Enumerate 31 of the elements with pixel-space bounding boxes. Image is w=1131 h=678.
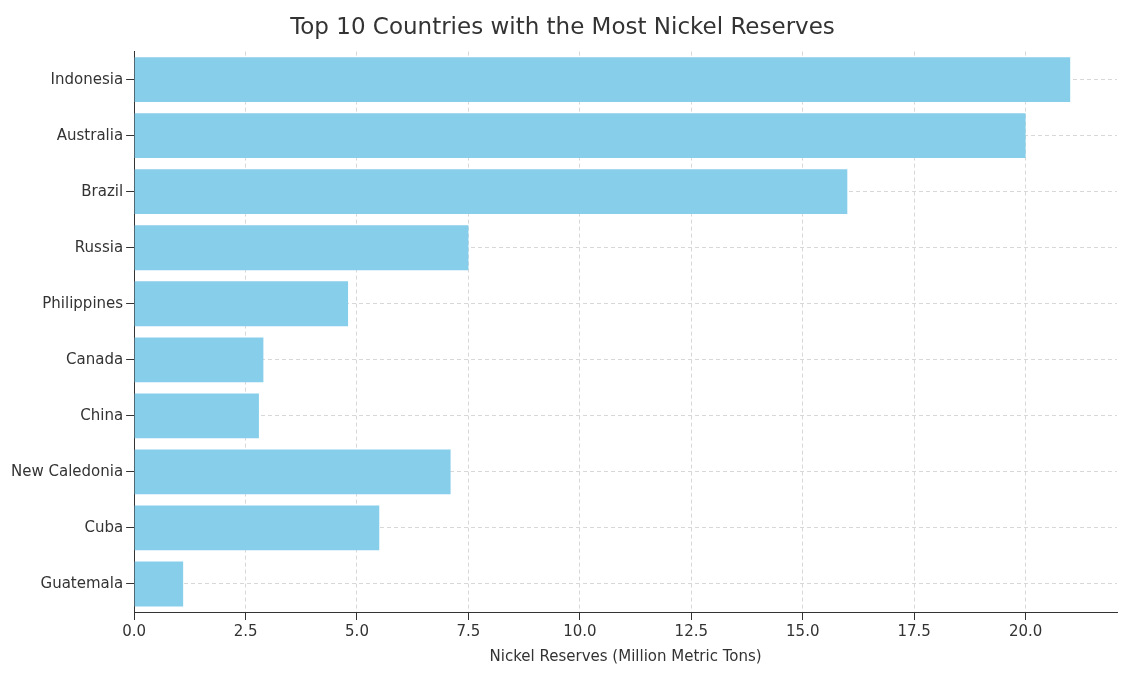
x-tick-label: 10.0 — [563, 621, 597, 640]
x-tick-label: 5.0 — [345, 621, 369, 640]
x-tick-label: 12.5 — [674, 621, 709, 640]
y-tick-label: Philippines — [42, 293, 124, 312]
chart-title: Top 10 Countries with the Most Nickel Reserves — [289, 12, 835, 39]
y-tick-label: Russia — [74, 237, 124, 256]
bar — [134, 393, 259, 439]
x-tick-label: 17.5 — [897, 621, 931, 640]
bar — [134, 169, 848, 215]
bar — [134, 225, 469, 271]
bar — [134, 449, 451, 495]
y-tick-label: Australia — [56, 125, 124, 144]
x-tick-label: 2.5 — [233, 621, 258, 640]
y-tick-label: China — [80, 405, 124, 424]
x-tick-label: 7.5 — [456, 621, 481, 640]
bar — [134, 57, 1071, 103]
bar — [134, 505, 380, 551]
y-tick-label: Indonesia — [50, 69, 124, 88]
y-tick-label: Guatemala — [40, 573, 124, 592]
y-tick-label: New Caledonia — [10, 461, 124, 480]
bar — [134, 281, 349, 327]
x-tick-label: 15.0 — [786, 621, 820, 640]
y-tick-label: Cuba — [84, 517, 124, 536]
bar — [134, 561, 184, 607]
x-axis-title: Nickel Reserves (Million Metric Tons) — [489, 646, 762, 665]
bar — [134, 337, 264, 383]
x-tick-label: 20.0 — [1008, 621, 1043, 640]
bar — [134, 113, 1026, 159]
y-tick-label: Brazil — [81, 181, 124, 200]
y-tick-label: Canada — [66, 349, 124, 368]
x-tick-label: 0.0 — [122, 621, 147, 640]
